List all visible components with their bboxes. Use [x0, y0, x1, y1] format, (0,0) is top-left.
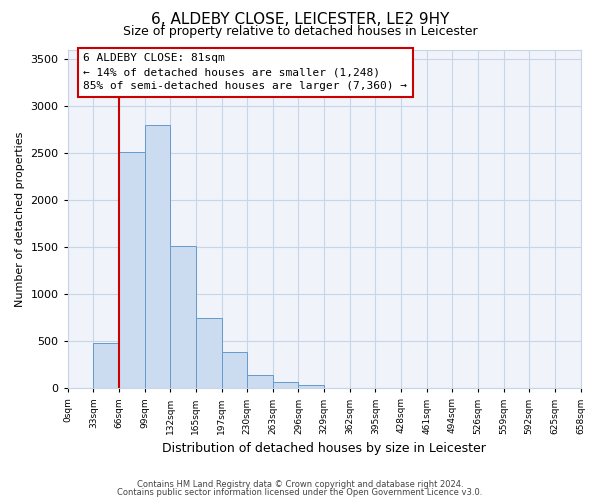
Text: Contains HM Land Registry data © Crown copyright and database right 2024.: Contains HM Land Registry data © Crown c…	[137, 480, 463, 489]
Bar	[145, 125, 170, 388]
Text: Contains public sector information licensed under the Open Government Licence v3: Contains public sector information licen…	[118, 488, 482, 497]
Text: Size of property relative to detached houses in Leicester: Size of property relative to detached ho…	[122, 25, 478, 38]
X-axis label: Distribution of detached houses by size in Leicester: Distribution of detached houses by size …	[162, 442, 486, 455]
Bar	[196, 318, 221, 388]
Text: 6 ALDEBY CLOSE: 81sqm
← 14% of detached houses are smaller (1,248)
85% of semi-d: 6 ALDEBY CLOSE: 81sqm ← 14% of detached …	[83, 54, 407, 92]
Bar	[298, 386, 324, 388]
Bar	[247, 374, 273, 388]
Bar	[170, 246, 196, 388]
Bar	[119, 152, 145, 388]
Bar	[94, 343, 119, 388]
Bar	[221, 352, 247, 389]
Bar	[273, 382, 298, 388]
Text: 6, ALDEBY CLOSE, LEICESTER, LE2 9HY: 6, ALDEBY CLOSE, LEICESTER, LE2 9HY	[151, 12, 449, 28]
Y-axis label: Number of detached properties: Number of detached properties	[15, 132, 25, 307]
